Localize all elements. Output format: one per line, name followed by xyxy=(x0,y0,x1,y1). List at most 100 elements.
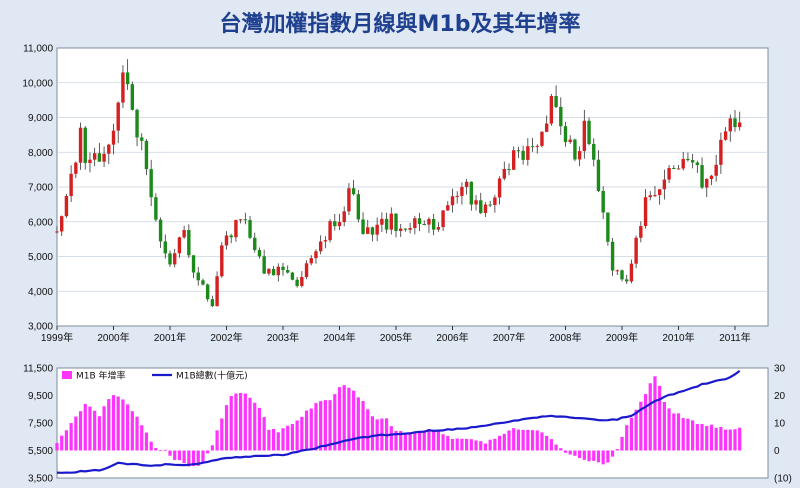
candle-body xyxy=(469,181,474,205)
growth-bar xyxy=(55,443,59,451)
candle-body xyxy=(521,150,525,160)
candle-body xyxy=(582,120,587,152)
candle-body xyxy=(705,178,709,188)
candle-body xyxy=(634,237,638,264)
legend-swatch-growth xyxy=(62,371,72,379)
candle-body xyxy=(719,139,723,165)
candle-body xyxy=(342,211,346,223)
candle-body xyxy=(107,144,111,154)
candle-body xyxy=(347,188,351,212)
growth-bar xyxy=(625,425,629,451)
m1b-panel: 3,500 5,500 7,500 9,500 11,500 (10) 0 10 20 30 M1B… xyxy=(23,364,792,485)
y-left-tick-label: 5,500 xyxy=(28,446,53,457)
growth-bar xyxy=(582,450,586,460)
growth-bar xyxy=(549,439,553,451)
growth-bar xyxy=(196,450,200,466)
growth-bar xyxy=(573,450,577,456)
candle-body xyxy=(323,240,328,242)
growth-bar xyxy=(601,450,605,465)
candle-body xyxy=(436,227,441,230)
candle-body xyxy=(662,179,667,190)
candle-body xyxy=(413,218,417,229)
growth-bar xyxy=(83,403,87,451)
chart-title: 台灣加權指數月線與M1b及其年增率 xyxy=(219,12,581,37)
y-left-tick-label: 9,500 xyxy=(28,391,53,402)
growth-bar xyxy=(163,449,167,451)
growth-bar xyxy=(210,445,214,451)
x-tick-label: 1999年 xyxy=(41,331,73,344)
candle-body xyxy=(399,228,403,231)
growth-bar xyxy=(243,393,247,451)
candle-body xyxy=(427,218,431,225)
candle-body xyxy=(92,153,97,160)
y-left-tick-label: 7,500 xyxy=(28,419,53,430)
growth-bar xyxy=(206,450,210,454)
growth-bar xyxy=(239,392,243,451)
candle-body xyxy=(366,227,370,234)
candle-body xyxy=(535,145,539,147)
candle-body xyxy=(714,164,718,176)
growth-bar xyxy=(69,423,73,451)
candle-body xyxy=(64,196,69,217)
growth-bar xyxy=(342,385,346,451)
y-right-tick-label: 30 xyxy=(774,364,786,375)
candle-body xyxy=(657,189,662,196)
candle-body xyxy=(238,219,243,221)
candle-body xyxy=(417,218,422,224)
y-left-tick-label: 11,500 xyxy=(23,364,53,375)
candle-body xyxy=(276,266,280,276)
growth-bar xyxy=(229,396,233,451)
candle-body xyxy=(690,160,695,163)
y-tick-label: 4,000 xyxy=(28,287,53,298)
candle-body xyxy=(497,178,502,198)
candle-body xyxy=(629,263,634,282)
growth-bar xyxy=(488,439,492,451)
candle-body xyxy=(351,188,356,195)
y-tick-label: 6,000 xyxy=(28,217,53,228)
candle-body xyxy=(450,196,455,206)
growth-bar xyxy=(606,450,610,463)
candle-body xyxy=(512,150,516,170)
candle-body xyxy=(356,194,361,220)
candle-body xyxy=(83,127,87,163)
candle-body xyxy=(408,228,412,230)
growth-bar xyxy=(64,430,69,451)
growth-bar xyxy=(446,436,450,451)
growth-bar xyxy=(126,404,130,451)
growth-bar xyxy=(220,418,224,451)
candle-body xyxy=(267,268,271,274)
candle-body xyxy=(554,95,558,107)
growth-bar xyxy=(563,450,568,453)
growth-bar xyxy=(191,450,196,467)
candle-body xyxy=(262,256,266,274)
candle-body xyxy=(460,186,464,196)
candle-body xyxy=(144,140,149,170)
growth-bar xyxy=(187,450,191,467)
candle-body xyxy=(177,237,182,254)
candle-body xyxy=(526,146,530,160)
x-tick-label: 2006年 xyxy=(436,331,468,344)
candle-body xyxy=(234,219,238,238)
candle-body xyxy=(389,213,393,230)
candle-body xyxy=(248,220,252,238)
candle-body xyxy=(441,210,445,228)
growth-bar xyxy=(399,431,403,451)
growth-bar xyxy=(643,394,648,451)
growth-bar xyxy=(634,409,638,451)
candle-body xyxy=(403,228,408,230)
growth-bar xyxy=(483,443,488,451)
growth-bar xyxy=(639,401,643,451)
candle-body xyxy=(125,72,130,85)
candle-body xyxy=(700,165,704,188)
candle-body xyxy=(187,230,191,256)
growth-bar xyxy=(304,410,309,451)
y-tick-label: 11,000 xyxy=(23,44,53,55)
growth-bar xyxy=(455,438,459,451)
candle-body xyxy=(370,227,375,235)
growth-bar xyxy=(554,444,558,451)
growth-bar xyxy=(130,411,134,451)
candle-body xyxy=(168,253,172,265)
growth-bar xyxy=(507,430,511,451)
candle-body xyxy=(606,212,610,242)
candle-body xyxy=(253,237,257,251)
